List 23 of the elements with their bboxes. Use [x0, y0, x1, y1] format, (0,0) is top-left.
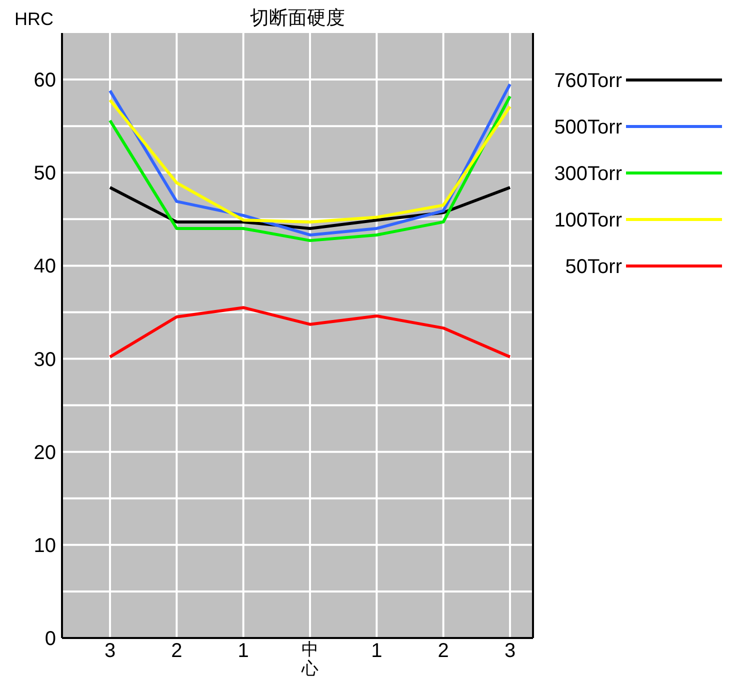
- legend-label: 500Torr: [554, 116, 622, 138]
- x-tick-label: 2: [438, 640, 449, 662]
- legend-label: 300Torr: [554, 163, 622, 185]
- y-tick-label: 30: [34, 348, 56, 371]
- y-tick-label: 20: [34, 442, 56, 464]
- x-tick-label: 2: [171, 640, 182, 662]
- line-series: [108, 306, 512, 358]
- x-tick-label: 1: [371, 640, 382, 662]
- y-tick-label: 40: [34, 256, 56, 278]
- y-tick-label: 10: [34, 534, 56, 557]
- y-axis-title: HRC: [14, 9, 54, 29]
- x-tick-label: 3: [104, 640, 116, 662]
- legend-label: 100Torr: [554, 210, 622, 232]
- x-tick-label: 3: [504, 640, 516, 662]
- y-tick-label: 0: [44, 628, 56, 650]
- x-tick-label: 1: [238, 640, 249, 662]
- legend-label: 760Torr: [554, 70, 622, 92]
- y-tick-label: 60: [34, 70, 56, 92]
- y-tick-label: 50: [34, 162, 56, 185]
- line-series: [108, 98, 512, 224]
- chart-title: 切断面硬度: [250, 7, 345, 29]
- legend-label: 50Torr: [565, 256, 622, 278]
- x-tick-label: 中心: [300, 640, 318, 678]
